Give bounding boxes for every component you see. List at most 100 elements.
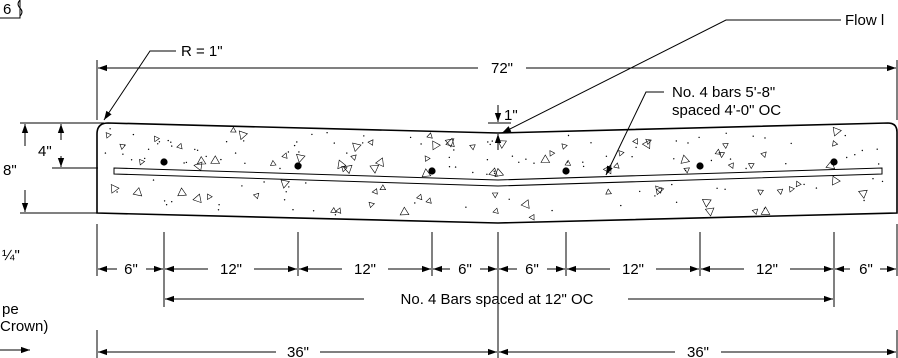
aggregate-mark [163,200,166,202]
overall-width-dimension: 72" [96,60,898,120]
aggregate-mark [326,132,328,134]
aggregate-mark [714,148,722,155]
aggregate-mark [293,144,296,147]
bar-dot [160,158,168,166]
flow-line-label: Flow l [845,12,884,29]
aggregate-mark [641,139,651,150]
aggregate-mark [342,164,353,175]
aggregate-mark [139,158,146,166]
aggregate-mark [533,162,535,164]
aggregate-mark [790,142,792,145]
aggregate-mark [724,188,726,190]
aggregate-mark [183,162,185,164]
transverse-rebar [160,158,838,175]
flow-line-callout: Flow l [501,12,884,134]
right-half-label: 36" [687,344,709,358]
aggregate-mark [727,162,734,169]
aggregate-mark [421,168,432,178]
aggregate-mark [109,128,111,130]
aggregate-mark [346,152,348,154]
bar-dot [562,167,570,175]
aggregate-mark [132,133,135,136]
aggregate-mark [582,161,584,163]
aggregate-mark [263,181,265,183]
aggregate-mark [454,166,457,168]
aggregate-mark [618,150,625,157]
aggregate-mark [698,136,700,139]
aggregate-mark [170,141,172,143]
aggregate-mark [881,180,884,183]
left-fragment-fraction: ¼" [2,247,20,264]
aggregate-mark [426,132,433,139]
aggregate-mark [815,187,818,189]
aggregate-mark [858,189,868,199]
spacing-label: 12" [756,261,778,278]
aggregate-mark [288,186,290,188]
aggregate-mark [105,132,112,139]
aggregate-mark [489,143,491,146]
aggregate-mark [371,188,378,195]
aggregate-mark [341,165,348,173]
slab-thickness-label: 8" [3,162,17,179]
aggregate-mark [220,158,222,161]
aggregate-mark [243,140,245,142]
aggregate-mark [334,214,337,216]
aggregate-mark [171,145,173,147]
aggregate-mark [725,132,727,134]
aggregate-mark [872,178,874,180]
aggregate-mark [448,166,451,168]
aggregate-mark [654,195,656,197]
bar-dot [830,158,838,166]
aggregate-mark [718,152,726,159]
aggregate-mark [194,148,196,151]
aggregate-mark [369,164,380,174]
aggregate-mark [760,151,767,158]
aggregate-mark [399,206,410,216]
aggregate-mark [635,146,637,149]
aggregate-mark [757,189,764,196]
bar-dot [428,167,436,175]
aggregate-mark [876,148,878,150]
aggregate-mark [549,150,556,157]
aggregate-mark [312,210,315,212]
aggregate-mark [745,167,747,170]
aggregate-mark [788,186,795,193]
aggregate-mark [486,159,489,161]
aggregate-mark [656,187,663,194]
aggregate-mark [684,169,687,172]
aggregate-mark [590,142,592,144]
aggregate-mark [305,182,307,184]
aggregate-mark [225,141,228,143]
bar-depth-label: 4" [38,143,52,160]
top-left-fragment: 6 [0,0,23,19]
aggregate-mark [352,142,362,152]
aggregate-mark [420,143,422,145]
aggregate-mark [620,204,622,207]
aggregate-mark [655,185,665,196]
aggregate-mark [192,193,202,204]
spacing-label: 6" [525,261,539,278]
aggregate-mark [639,190,641,193]
aggregate-mark [525,158,527,160]
aggregate-mark [122,153,124,155]
aggregate-mark [280,179,290,189]
spacing-dimension-row: 6" 12" 12" 6" 6" 12" 12" 6" [98,261,896,278]
aggregate-mark [234,152,237,154]
concrete-slab-section [96,122,898,224]
aggregate-mark [751,208,759,215]
aggregate-mark [469,144,476,151]
aggregate-mark [110,184,120,194]
long-bar-outline [113,167,883,187]
aggregate-mark [540,154,551,163]
spacing-label: 12" [354,261,376,278]
aggregate-mark [296,153,306,164]
aggregate-mark [283,199,286,201]
spacing-label: 6" [458,261,472,278]
long-bars-callout: No. 4 bars 5'-8" spaced 4'-0" OC [605,84,781,176]
bar-dot [294,162,302,170]
aggregate-mark [165,204,168,206]
aggregate-mark [582,165,585,168]
spacing-label: 12" [622,261,644,278]
aggregate-mark [337,159,347,170]
overall-width-label: 72" [491,60,513,77]
